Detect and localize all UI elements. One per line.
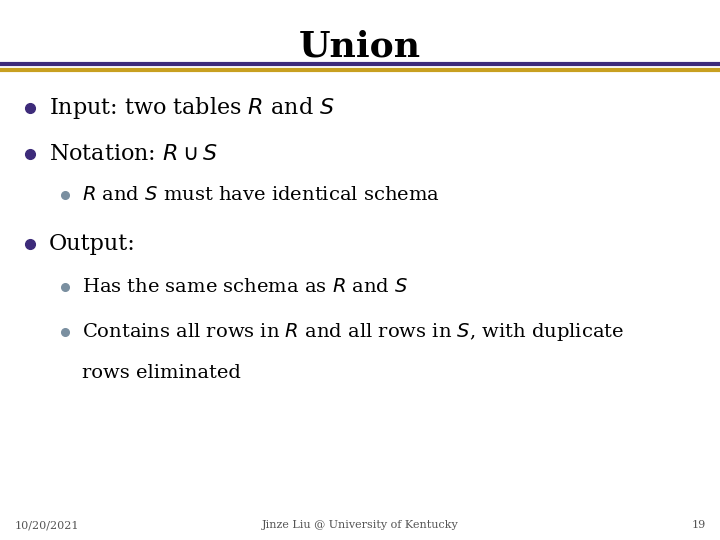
Text: Has the same schema as $R$ and $S$: Has the same schema as $R$ and $S$ — [82, 278, 408, 296]
Text: Output:: Output: — [49, 233, 135, 255]
Text: $R$ and $S$ must have identical schema: $R$ and $S$ must have identical schema — [82, 186, 440, 205]
Text: rows eliminated: rows eliminated — [82, 363, 241, 382]
Text: Notation: $R\cup S$: Notation: $R\cup S$ — [49, 143, 218, 165]
Text: Contains all rows in $R$ and all rows in $S$, with duplicate: Contains all rows in $R$ and all rows in… — [82, 321, 624, 343]
Text: 10/20/2021: 10/20/2021 — [14, 520, 79, 530]
Text: 19: 19 — [691, 520, 706, 530]
Text: Union: Union — [299, 30, 421, 64]
Text: Input: two tables $R$ and $S$: Input: two tables $R$ and $S$ — [49, 95, 335, 121]
Text: Jinze Liu @ University of Kentucky: Jinze Liu @ University of Kentucky — [261, 520, 459, 530]
